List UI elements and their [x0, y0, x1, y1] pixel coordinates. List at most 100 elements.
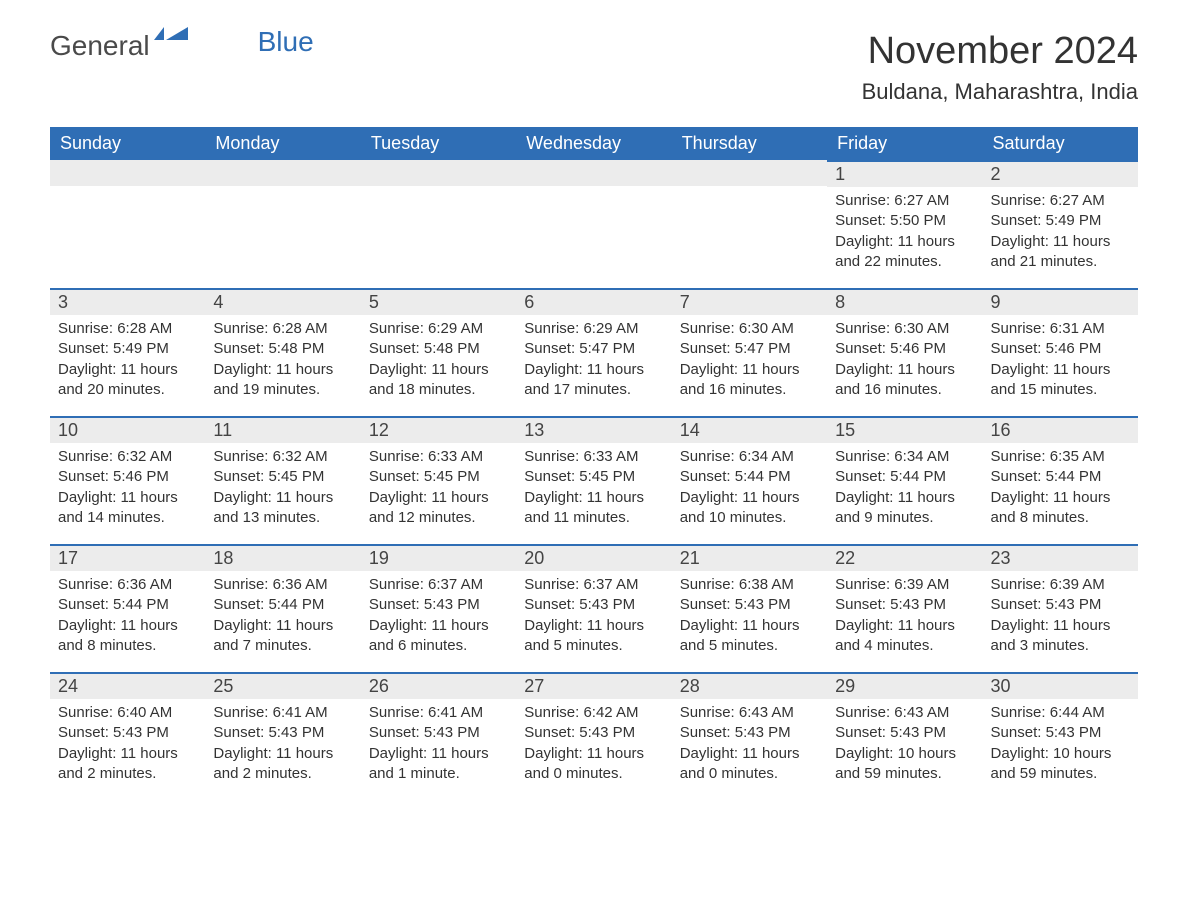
day-details: Sunrise: 6:27 AMSunset: 5:50 PMDaylight:…	[827, 187, 982, 280]
sunrise-text: Sunrise: 6:41 AM	[213, 703, 352, 723]
daylight-text: Daylight: 11 hours and 3 minutes.	[991, 616, 1130, 657]
sunset-text: Sunset: 5:44 PM	[835, 467, 974, 487]
sunrise-text: Sunrise: 6:33 AM	[524, 447, 663, 467]
day-details: Sunrise: 6:29 AMSunset: 5:47 PMDaylight:…	[516, 315, 671, 408]
calendar-cell	[50, 160, 205, 288]
daylight-text: Daylight: 11 hours and 20 minutes.	[58, 360, 197, 401]
day-details: Sunrise: 6:44 AMSunset: 5:43 PMDaylight:…	[983, 699, 1138, 792]
logo-flag-icon	[154, 22, 188, 54]
daylight-text: Daylight: 11 hours and 14 minutes.	[58, 488, 197, 529]
day-details: Sunrise: 6:35 AMSunset: 5:44 PMDaylight:…	[983, 443, 1138, 536]
day-details: Sunrise: 6:41 AMSunset: 5:43 PMDaylight:…	[205, 699, 360, 792]
daylight-text: Daylight: 11 hours and 7 minutes.	[213, 616, 352, 657]
sunset-text: Sunset: 5:44 PM	[58, 595, 197, 615]
calendar-cell: 11Sunrise: 6:32 AMSunset: 5:45 PMDayligh…	[205, 416, 360, 544]
day-details: Sunrise: 6:30 AMSunset: 5:46 PMDaylight:…	[827, 315, 982, 408]
calendar-cell: 2Sunrise: 6:27 AMSunset: 5:49 PMDaylight…	[983, 160, 1138, 288]
sunset-text: Sunset: 5:43 PM	[369, 723, 508, 743]
day-details: Sunrise: 6:29 AMSunset: 5:48 PMDaylight:…	[361, 315, 516, 408]
day-number: 21	[672, 544, 827, 571]
sunset-text: Sunset: 5:46 PM	[835, 339, 974, 359]
sunrise-calendar: Sunday Monday Tuesday Wednesday Thursday…	[50, 127, 1138, 800]
day-details: Sunrise: 6:34 AMSunset: 5:44 PMDaylight:…	[672, 443, 827, 536]
calendar-cell: 4Sunrise: 6:28 AMSunset: 5:48 PMDaylight…	[205, 288, 360, 416]
day-number: 13	[516, 416, 671, 443]
day-details: Sunrise: 6:42 AMSunset: 5:43 PMDaylight:…	[516, 699, 671, 792]
calendar-cell: 16Sunrise: 6:35 AMSunset: 5:44 PMDayligh…	[983, 416, 1138, 544]
calendar-week: 24Sunrise: 6:40 AMSunset: 5:43 PMDayligh…	[50, 672, 1138, 800]
day-details: Sunrise: 6:36 AMSunset: 5:44 PMDaylight:…	[50, 571, 205, 664]
day-details: Sunrise: 6:33 AMSunset: 5:45 PMDaylight:…	[516, 443, 671, 536]
daylight-text: Daylight: 11 hours and 10 minutes.	[680, 488, 819, 529]
daylight-text: Daylight: 11 hours and 16 minutes.	[680, 360, 819, 401]
day-number: 30	[983, 672, 1138, 699]
day-number: 19	[361, 544, 516, 571]
sunrise-text: Sunrise: 6:36 AM	[58, 575, 197, 595]
sunset-text: Sunset: 5:45 PM	[369, 467, 508, 487]
calendar-cell: 25Sunrise: 6:41 AMSunset: 5:43 PMDayligh…	[205, 672, 360, 800]
day-details: Sunrise: 6:37 AMSunset: 5:43 PMDaylight:…	[516, 571, 671, 664]
day-number: 29	[827, 672, 982, 699]
calendar-cell	[672, 160, 827, 288]
sunrise-text: Sunrise: 6:41 AM	[369, 703, 508, 723]
day-number: 7	[672, 288, 827, 315]
day-number: 20	[516, 544, 671, 571]
daylight-text: Daylight: 11 hours and 9 minutes.	[835, 488, 974, 529]
day-number: 18	[205, 544, 360, 571]
sunrise-text: Sunrise: 6:29 AM	[369, 319, 508, 339]
calendar-cell	[205, 160, 360, 288]
calendar-cell: 7Sunrise: 6:30 AMSunset: 5:47 PMDaylight…	[672, 288, 827, 416]
brand-logo: General Blue	[50, 30, 314, 62]
sunset-text: Sunset: 5:43 PM	[835, 595, 974, 615]
calendar-cell: 9Sunrise: 6:31 AMSunset: 5:46 PMDaylight…	[983, 288, 1138, 416]
location-subtitle: Buldana, Maharashtra, India	[862, 79, 1138, 105]
calendar-cell: 15Sunrise: 6:34 AMSunset: 5:44 PMDayligh…	[827, 416, 982, 544]
sunset-text: Sunset: 5:45 PM	[524, 467, 663, 487]
sunrise-text: Sunrise: 6:27 AM	[835, 191, 974, 211]
day-number: 2	[983, 160, 1138, 187]
day-number: 3	[50, 288, 205, 315]
daylight-text: Daylight: 11 hours and 22 minutes.	[835, 232, 974, 273]
daylight-text: Daylight: 10 hours and 59 minutes.	[835, 744, 974, 785]
calendar-cell: 1Sunrise: 6:27 AMSunset: 5:50 PMDaylight…	[827, 160, 982, 288]
day-number: 1	[827, 160, 982, 187]
daylight-text: Daylight: 11 hours and 8 minutes.	[58, 616, 197, 657]
calendar-cell: 14Sunrise: 6:34 AMSunset: 5:44 PMDayligh…	[672, 416, 827, 544]
day-details: Sunrise: 6:38 AMSunset: 5:43 PMDaylight:…	[672, 571, 827, 664]
sunrise-text: Sunrise: 6:35 AM	[991, 447, 1130, 467]
day-header: Thursday	[672, 127, 827, 160]
day-details: Sunrise: 6:30 AMSunset: 5:47 PMDaylight:…	[672, 315, 827, 408]
sunset-text: Sunset: 5:43 PM	[680, 595, 819, 615]
logo-text-blue: Blue	[258, 26, 314, 58]
calendar-cell: 26Sunrise: 6:41 AMSunset: 5:43 PMDayligh…	[361, 672, 516, 800]
sunset-text: Sunset: 5:45 PM	[213, 467, 352, 487]
day-number: 28	[672, 672, 827, 699]
calendar-cell: 18Sunrise: 6:36 AMSunset: 5:44 PMDayligh…	[205, 544, 360, 672]
sunset-text: Sunset: 5:43 PM	[58, 723, 197, 743]
calendar-week: 1Sunrise: 6:27 AMSunset: 5:50 PMDaylight…	[50, 160, 1138, 288]
daylight-text: Daylight: 11 hours and 11 minutes.	[524, 488, 663, 529]
sunset-text: Sunset: 5:48 PM	[213, 339, 352, 359]
sunset-text: Sunset: 5:43 PM	[991, 723, 1130, 743]
sunset-text: Sunset: 5:43 PM	[835, 723, 974, 743]
day-details: Sunrise: 6:27 AMSunset: 5:49 PMDaylight:…	[983, 187, 1138, 280]
daylight-text: Daylight: 11 hours and 12 minutes.	[369, 488, 508, 529]
day-details: Sunrise: 6:32 AMSunset: 5:45 PMDaylight:…	[205, 443, 360, 536]
calendar-cell: 17Sunrise: 6:36 AMSunset: 5:44 PMDayligh…	[50, 544, 205, 672]
sunset-text: Sunset: 5:44 PM	[991, 467, 1130, 487]
daylight-text: Daylight: 11 hours and 6 minutes.	[369, 616, 508, 657]
day-details: Sunrise: 6:43 AMSunset: 5:43 PMDaylight:…	[672, 699, 827, 792]
sunrise-text: Sunrise: 6:31 AM	[991, 319, 1130, 339]
daylight-text: Daylight: 11 hours and 5 minutes.	[680, 616, 819, 657]
day-details: Sunrise: 6:28 AMSunset: 5:48 PMDaylight:…	[205, 315, 360, 408]
sunrise-text: Sunrise: 6:28 AM	[58, 319, 197, 339]
day-details: Sunrise: 6:39 AMSunset: 5:43 PMDaylight:…	[827, 571, 982, 664]
sunset-text: Sunset: 5:46 PM	[991, 339, 1130, 359]
calendar-cell: 20Sunrise: 6:37 AMSunset: 5:43 PMDayligh…	[516, 544, 671, 672]
day-number: 6	[516, 288, 671, 315]
day-number: 15	[827, 416, 982, 443]
sunset-text: Sunset: 5:43 PM	[680, 723, 819, 743]
day-number: 27	[516, 672, 671, 699]
calendar-cell: 13Sunrise: 6:33 AMSunset: 5:45 PMDayligh…	[516, 416, 671, 544]
calendar-cell: 24Sunrise: 6:40 AMSunset: 5:43 PMDayligh…	[50, 672, 205, 800]
